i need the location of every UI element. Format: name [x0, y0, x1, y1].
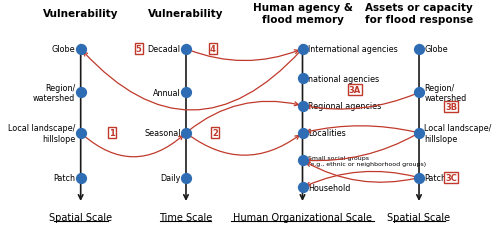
Point — [298, 104, 306, 108]
Text: national agencies: national agencies — [308, 74, 379, 83]
Text: Regional agencies: Regional agencies — [308, 102, 381, 110]
Text: Localities: Localities — [308, 129, 346, 138]
Text: Human agency &
flood memory: Human agency & flood memory — [252, 3, 352, 25]
Text: Region/
watershed: Region/ watershed — [424, 83, 467, 103]
Text: Vulnerability: Vulnerability — [43, 9, 118, 19]
Text: Patch: Patch — [54, 173, 76, 182]
Text: Region/
watershed: Region/ watershed — [33, 83, 76, 103]
Text: Local landscape/
hillslope: Local landscape/ hillslope — [8, 124, 76, 143]
Point — [76, 176, 84, 180]
Point — [182, 48, 190, 51]
Point — [298, 159, 306, 162]
Text: Globe: Globe — [52, 45, 76, 54]
Text: Spatial Scale: Spatial Scale — [388, 212, 450, 222]
Text: Local landscape/
hillslope: Local landscape/ hillslope — [424, 124, 492, 143]
Text: 5: 5 — [136, 45, 141, 54]
Text: Time Scale: Time Scale — [160, 212, 212, 222]
Point — [76, 48, 84, 51]
Point — [76, 91, 84, 95]
Point — [298, 77, 306, 81]
Text: Vulnerability: Vulnerability — [148, 9, 224, 19]
Point — [298, 131, 306, 135]
Text: Decadal: Decadal — [148, 45, 180, 54]
Point — [298, 186, 306, 189]
Text: 3C: 3C — [445, 173, 457, 182]
Text: Globe: Globe — [424, 45, 448, 54]
Text: International agencies: International agencies — [308, 45, 398, 54]
Point — [76, 131, 84, 135]
Point — [415, 176, 423, 180]
Text: 2: 2 — [212, 129, 218, 138]
Text: Seasonal: Seasonal — [144, 129, 180, 138]
Text: 4: 4 — [210, 45, 216, 54]
Point — [415, 91, 423, 95]
Point — [298, 48, 306, 51]
Text: Assets or capacity
for flood response: Assets or capacity for flood response — [365, 3, 473, 25]
Text: Daily: Daily — [160, 173, 180, 182]
Text: 3B: 3B — [445, 103, 457, 112]
Point — [182, 131, 190, 135]
Text: 1: 1 — [109, 129, 115, 138]
Point — [415, 131, 423, 135]
Text: Annual: Annual — [153, 89, 180, 97]
Text: Spatial Scale: Spatial Scale — [49, 212, 112, 222]
Text: Human Organizational Scale: Human Organizational Scale — [233, 212, 372, 222]
Text: 3A: 3A — [348, 85, 361, 94]
Text: Patch: Patch — [424, 173, 446, 182]
Point — [415, 48, 423, 51]
Point — [182, 176, 190, 180]
Point — [182, 91, 190, 95]
Text: Household: Household — [308, 183, 350, 192]
Text: Small social groups
(e.g., ethnic or neighborhood groups): Small social groups (e.g., ethnic or nei… — [308, 155, 426, 166]
